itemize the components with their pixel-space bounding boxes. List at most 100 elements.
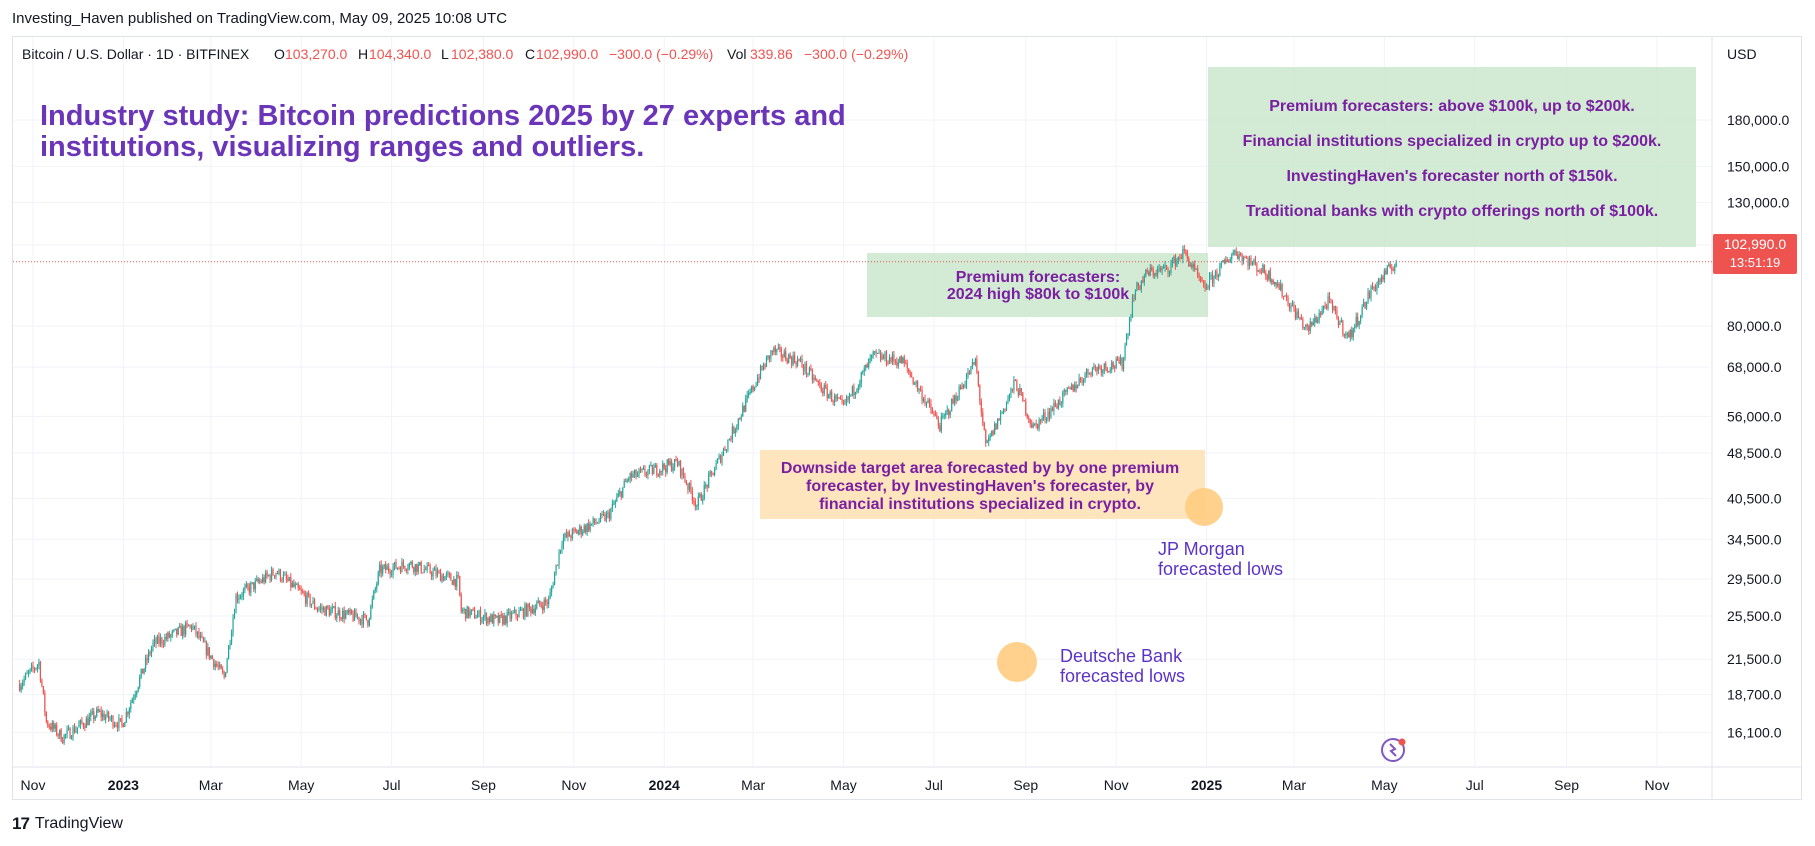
candle-body [685, 481, 688, 485]
candle-body [1117, 358, 1119, 360]
downside-text-3[interactable]: financial institutions specialized in cr… [819, 496, 1141, 513]
low-value: 102,380.0 [451, 46, 513, 62]
candle-body [725, 449, 728, 451]
candle-body [602, 514, 605, 516]
sparkle-icon[interactable] [1381, 738, 1406, 762]
candle-body [468, 606, 470, 617]
study-title-line1[interactable]: Industry study: Bitcoin predictions 2025… [40, 100, 846, 132]
candle-body [936, 415, 938, 420]
candle-body [207, 647, 209, 655]
candle-body [195, 625, 197, 635]
candle-body [149, 652, 151, 654]
candle-body [1339, 322, 1341, 326]
candle-body [198, 631, 200, 638]
candle-body [595, 522, 597, 524]
premium-2024-text-1[interactable]: Premium forecasters: [956, 269, 1121, 286]
candle-body [915, 381, 917, 384]
candle-body [350, 609, 353, 615]
candle-body [410, 561, 412, 564]
candle-body [496, 615, 498, 617]
candle-body [189, 625, 191, 627]
candle-body [457, 575, 459, 577]
downside-target-zone[interactable] [760, 450, 1205, 519]
candle-body [247, 584, 249, 587]
deutsche-bank-marker[interactable] [997, 642, 1037, 682]
candle-body [885, 352, 888, 364]
candle-body [551, 587, 553, 593]
candle-body [570, 536, 572, 539]
premium-2024-zone[interactable] [867, 253, 1208, 317]
candle-body [303, 592, 305, 595]
candle-body [924, 398, 926, 405]
candle-body [687, 484, 689, 490]
candle-body [1367, 291, 1369, 303]
currency-label[interactable]: USD [1727, 46, 1757, 62]
candle-body [1383, 270, 1385, 280]
candle-body [871, 354, 873, 359]
candle-body [549, 592, 551, 599]
candle-body [20, 686, 22, 691]
candle-body [119, 718, 122, 720]
candle-body [893, 354, 895, 361]
tradingview-footer[interactable]: 17 TradingView [12, 814, 123, 834]
candle-body [216, 663, 218, 666]
high-value: 104,340.0 [369, 46, 431, 62]
deutsche-bank-text-1[interactable]: Deutsche Bank [1060, 646, 1183, 666]
candle-body [1056, 406, 1058, 409]
candle-body [702, 499, 704, 501]
jpmorgan-text-1[interactable]: JP Morgan [1158, 539, 1245, 559]
candle-body [251, 582, 253, 584]
candle-body [386, 566, 388, 570]
candle-body [423, 569, 425, 573]
candle-body [1247, 258, 1249, 266]
premium-2025-text-2[interactable]: Financial institutions specialized in cr… [1243, 133, 1662, 150]
candle-body [804, 363, 806, 371]
candle-body [980, 401, 982, 413]
candle-body [921, 389, 923, 401]
candle-body [297, 584, 299, 589]
candle-body [974, 359, 976, 365]
candle-body [705, 484, 707, 486]
premium-2024-text-2[interactable]: 2024 high $80k to $100k [947, 286, 1129, 303]
candle-body [470, 609, 473, 612]
time-scale-ticks[interactable]: Nov 2023 Mar May Jul Sep Nov 2024 Mar May Jul Sep No… [21, 777, 1670, 793]
premium-2025-text-3[interactable]: InvestingHaven's forecaster north of $15… [1286, 168, 1617, 185]
deutsche-bank-text-2[interactable]: forecasted lows [1060, 666, 1185, 686]
candle-body [1065, 390, 1067, 392]
candle-body [866, 364, 868, 368]
jpmorgan-text-2[interactable]: forecasted lows [1158, 559, 1283, 579]
price-scale-ticks[interactable]: 180,000.0150,000.0130,000.0110,000.080,0… [1727, 112, 1789, 741]
study-title-line2[interactable]: institutions, visualizing ranges and out… [40, 131, 644, 163]
downside-text-2[interactable]: forecaster, by InvestingHaven's forecast… [806, 478, 1154, 495]
candle-body [57, 734, 59, 736]
candle-body [697, 496, 699, 506]
candle-body [1361, 306, 1363, 316]
premium-2025-text-1[interactable]: Premium forecasters: above $100k, up to … [1269, 98, 1635, 115]
candle-body [783, 351, 785, 358]
candle-body [776, 349, 778, 353]
candle-body [150, 648, 153, 654]
candle-body [281, 580, 283, 582]
downside-text-1[interactable]: Downside target area forecasted by by on… [781, 460, 1179, 477]
candle-body [85, 718, 87, 728]
candle-body [1160, 268, 1162, 271]
candle-body [1071, 384, 1073, 390]
candle-body [1125, 336, 1128, 346]
candle-body [214, 663, 216, 668]
candle-body [522, 608, 525, 618]
candle-body [269, 575, 271, 581]
candle-body [798, 359, 800, 361]
premium-2025-zone[interactable] [1208, 67, 1696, 247]
candle-body [1225, 259, 1227, 263]
premium-2025-text-4[interactable]: Traditional banks with crypto offerings … [1246, 203, 1659, 220]
candle-body [113, 724, 116, 727]
candle-body [531, 608, 533, 613]
jpmorgan-marker[interactable] [1185, 488, 1223, 526]
candle-body [1330, 298, 1332, 304]
candle-body [619, 491, 621, 494]
candle-body [819, 382, 821, 385]
candle-body [343, 610, 345, 619]
candles[interactable] [19, 244, 1397, 745]
candle-body [727, 440, 729, 450]
